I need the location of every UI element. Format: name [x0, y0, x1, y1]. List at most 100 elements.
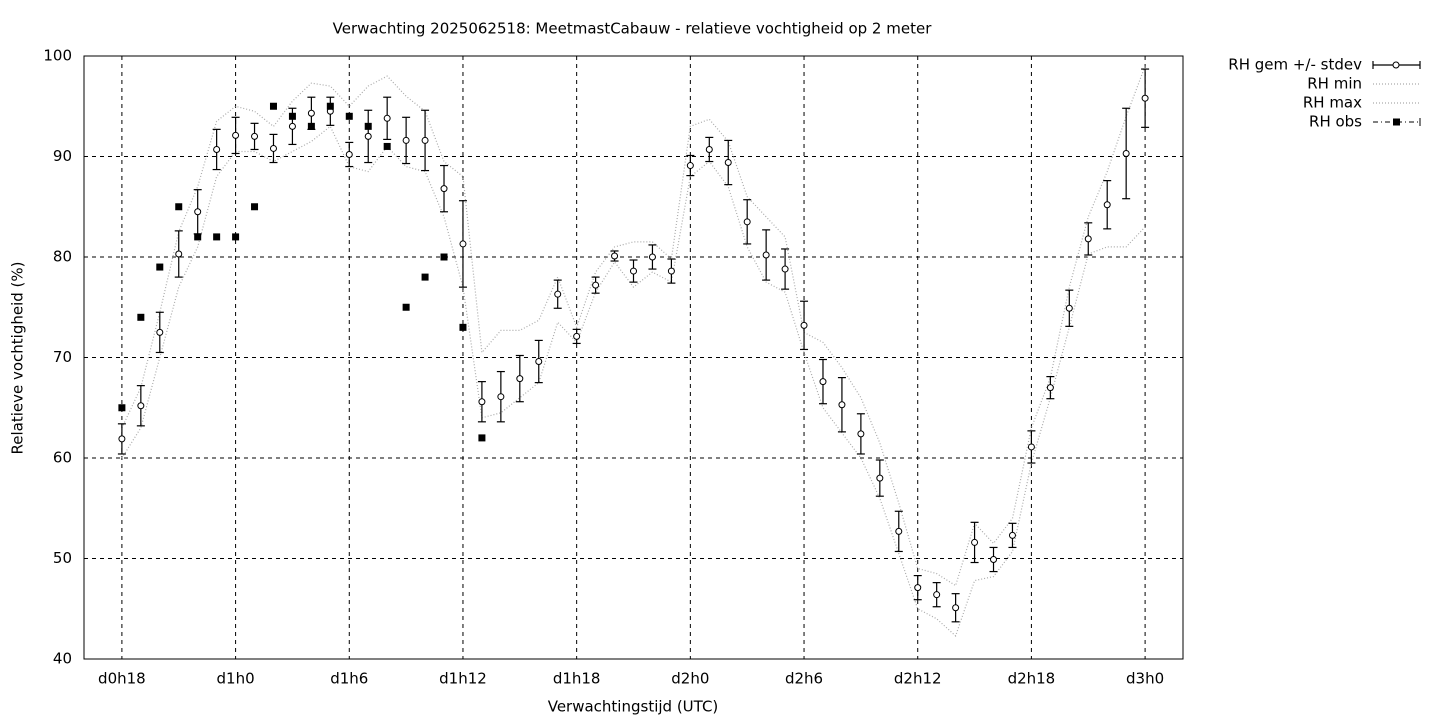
x-tick-label: d1h18 — [553, 670, 601, 688]
legend-sample — [1392, 61, 1400, 69]
point — [478, 398, 486, 406]
obs-point — [269, 102, 277, 110]
obs-point — [345, 112, 353, 120]
point — [990, 556, 998, 564]
point — [838, 401, 846, 409]
point — [933, 591, 941, 599]
point — [971, 538, 979, 546]
point — [345, 150, 353, 158]
x-tick-label: d0h18 — [98, 670, 146, 688]
legend-label: RH max — [1303, 94, 1362, 112]
point — [535, 358, 543, 366]
obs-point — [383, 142, 391, 150]
point — [497, 393, 505, 401]
point — [762, 251, 770, 259]
y-tick-label: 60 — [53, 449, 72, 467]
point — [251, 132, 259, 140]
x-tick-label: d2h0 — [671, 670, 709, 688]
point — [307, 109, 315, 117]
point — [952, 604, 960, 612]
x-tick-label: d1h0 — [217, 670, 255, 688]
obs-point — [251, 203, 259, 211]
point — [611, 252, 619, 260]
point — [667, 267, 675, 275]
obs-point — [402, 303, 410, 311]
x-tick-label: d2h6 — [785, 670, 823, 688]
y-tick-label: 50 — [53, 549, 72, 567]
point — [1084, 235, 1092, 243]
x-tick-label: d2h12 — [894, 670, 942, 688]
y-tick-label: 80 — [53, 248, 72, 266]
chart-title: Verwachting 2025062518: MeetmastCabauw -… — [333, 20, 933, 38]
obs-point — [232, 233, 240, 241]
x-tick-label: d1h6 — [330, 670, 368, 688]
point — [383, 114, 391, 122]
obs-point — [288, 112, 296, 120]
point — [781, 265, 789, 273]
y-axis-label: Relatieve vochtigheid (%) — [9, 261, 27, 454]
obs-point — [213, 233, 221, 241]
point — [156, 328, 164, 336]
obs-point — [326, 102, 334, 110]
point — [648, 253, 656, 261]
point — [914, 584, 922, 592]
obs-point — [421, 273, 429, 281]
point — [269, 144, 277, 152]
x-tick-label: d1h12 — [439, 670, 487, 688]
point — [1103, 201, 1111, 209]
point — [516, 375, 524, 383]
obs-point — [459, 323, 467, 331]
y-tick-label: 40 — [53, 650, 72, 668]
point — [402, 136, 410, 144]
obs-point — [137, 313, 145, 321]
point — [592, 281, 600, 289]
obs-point — [175, 203, 183, 211]
point — [876, 474, 884, 482]
point — [175, 250, 183, 258]
point — [800, 321, 808, 329]
y-tick-label: 100 — [43, 47, 72, 65]
x-axis-label: Verwachtingstijd (UTC) — [548, 698, 719, 716]
x-tick-label: d3h0 — [1126, 670, 1164, 688]
point — [743, 218, 751, 226]
legend-label: RH gem +/- stdev — [1228, 56, 1362, 74]
legend-label: RH obs — [1309, 113, 1362, 131]
point — [705, 145, 713, 153]
point — [288, 122, 296, 130]
point — [819, 378, 827, 386]
point — [686, 162, 694, 170]
x-tick-label: d2h18 — [1008, 670, 1056, 688]
range-line — [121, 125, 1146, 637]
point — [857, 430, 865, 438]
obs-point — [156, 263, 164, 271]
point — [440, 185, 448, 193]
point — [421, 136, 429, 144]
point — [1122, 149, 1130, 157]
point — [1065, 304, 1073, 312]
point — [1141, 94, 1149, 102]
obs-point — [307, 122, 315, 130]
point — [194, 208, 202, 216]
y-tick-label: 70 — [53, 348, 72, 366]
point — [554, 290, 562, 298]
point — [1008, 531, 1016, 539]
point — [724, 159, 732, 167]
obs-point — [194, 233, 202, 241]
point — [1046, 384, 1054, 392]
obs-point — [440, 253, 448, 261]
range-line — [121, 65, 1146, 587]
point — [1027, 443, 1035, 451]
obs-point — [364, 122, 372, 130]
point — [573, 332, 581, 340]
y-tick-label: 90 — [53, 147, 72, 165]
legend-label: RH min — [1307, 75, 1362, 93]
obs-point — [478, 434, 486, 442]
point — [459, 240, 467, 248]
point — [895, 527, 903, 535]
point — [213, 145, 221, 153]
point — [364, 132, 372, 140]
point — [137, 402, 145, 410]
plot-frame — [83, 55, 1184, 660]
point — [232, 131, 240, 139]
